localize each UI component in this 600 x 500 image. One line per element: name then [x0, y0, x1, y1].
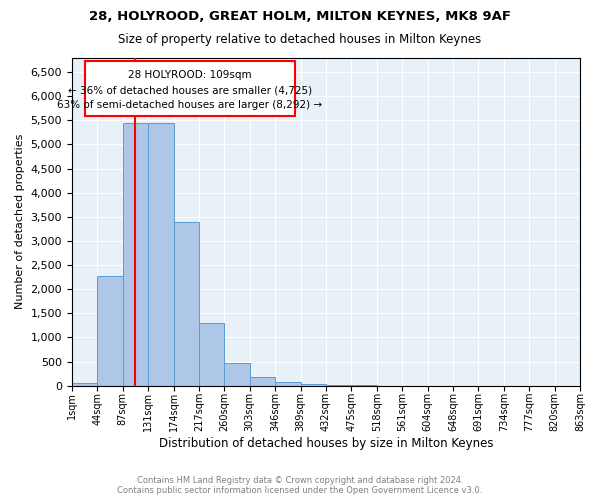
Y-axis label: Number of detached properties: Number of detached properties [15, 134, 25, 310]
Text: 28, HOLYROOD, GREAT HOLM, MILTON KEYNES, MK8 9AF: 28, HOLYROOD, GREAT HOLM, MILTON KEYNES,… [89, 10, 511, 23]
Bar [123, 122, 148, 386]
Bar [173, 222, 199, 386]
X-axis label: Distribution of detached houses by size in Milton Keynes: Distribution of detached houses by size … [159, 437, 493, 450]
Bar [275, 382, 301, 386]
Text: ← 36% of detached houses are smaller (4,725): ← 36% of detached houses are smaller (4,… [68, 86, 312, 96]
Bar [85, 62, 295, 116]
Bar [199, 323, 224, 386]
Bar [72, 384, 97, 386]
Text: Contains HM Land Registry data © Crown copyright and database right 2024.
Contai: Contains HM Land Registry data © Crown c… [118, 476, 482, 495]
Bar [250, 377, 275, 386]
Bar [301, 384, 326, 386]
Bar [148, 122, 173, 386]
Bar [224, 363, 250, 386]
Text: 63% of semi-detached houses are larger (8,292) →: 63% of semi-detached houses are larger (… [58, 100, 323, 110]
Text: Size of property relative to detached houses in Milton Keynes: Size of property relative to detached ho… [118, 32, 482, 46]
Bar [97, 276, 123, 386]
Text: 28 HOLYROOD: 109sqm: 28 HOLYROOD: 109sqm [128, 70, 252, 80]
